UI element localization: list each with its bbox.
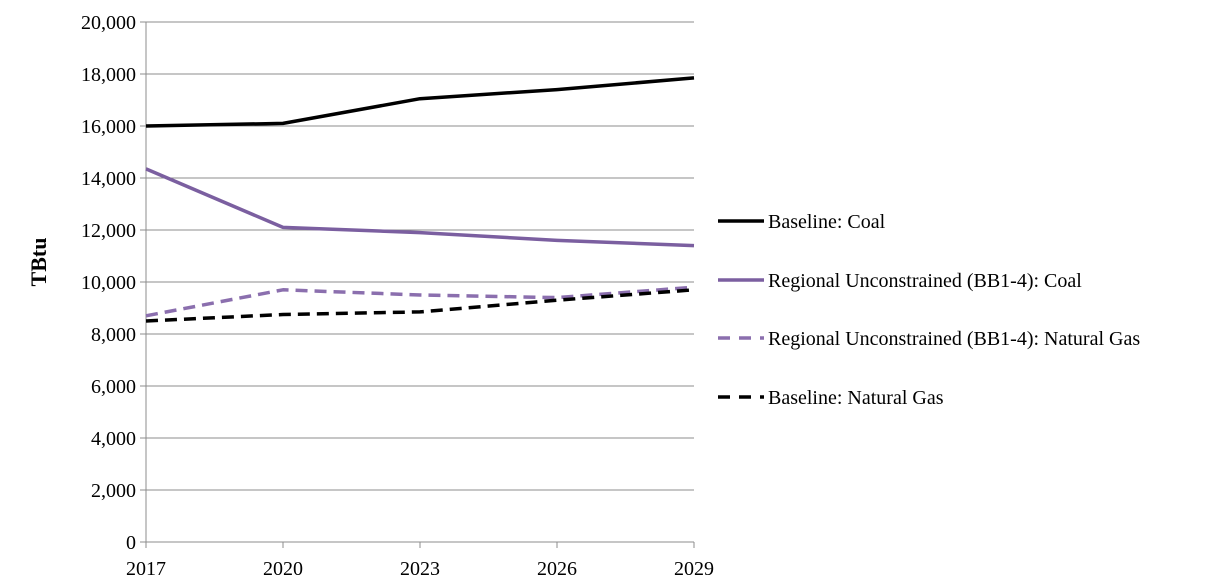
y-axis-title: TBtu <box>26 238 51 287</box>
legend-label: Regional Unconstrained (BB1-4): Coal <box>768 270 1082 292</box>
y-tick-label: 6,000 <box>91 376 136 398</box>
gridlines <box>146 21 694 491</box>
y-tick-label: 16,000 <box>81 116 136 138</box>
legend-item: Baseline: Natural Gas <box>718 387 944 409</box>
x-tick-labels: 2017 2020 2023 2026 2029 <box>126 558 714 580</box>
series-line-3 <box>145 285 695 318</box>
y-tick-label: 18,000 <box>81 64 136 86</box>
legend: Baseline: Coal Regional Unconstrained (BB… <box>718 211 1140 409</box>
y-tick-label: 8,000 <box>91 324 136 346</box>
series-line-2 <box>145 167 695 248</box>
y-tick-label: 0 <box>126 532 136 554</box>
legend-item: Baseline: Coal <box>718 211 886 233</box>
y-tick-label: 14,000 <box>81 168 136 190</box>
y-tick-label: 20,000 <box>81 12 136 34</box>
series-lines <box>145 76 695 323</box>
legend-label: Baseline: Natural Gas <box>768 387 944 409</box>
y-tick-label: 2,000 <box>91 480 136 502</box>
axes <box>140 21 695 548</box>
y-tick-label: 12,000 <box>81 220 136 242</box>
legend-label: Regional Unconstrained (BB1-4): Natural … <box>768 328 1140 350</box>
legend-item: Regional Unconstrained (BB1-4): Natural … <box>718 328 1140 350</box>
x-tick-label: 2026 <box>537 558 577 580</box>
x-tick-label: 2020 <box>263 558 303 580</box>
x-tick-label: 2029 <box>674 558 714 580</box>
y-tick-label: 4,000 <box>91 428 136 450</box>
series-line-4 <box>145 288 695 323</box>
series-line-1 <box>145 76 695 128</box>
legend-label: Baseline: Coal <box>768 211 886 233</box>
x-tick-label: 2017 <box>126 558 166 580</box>
y-tick-label: 10,000 <box>81 272 136 294</box>
y-tick-labels: 0 2,000 4,000 6,000 8,000 10,000 12,000 14,000 1… <box>81 12 136 554</box>
legend-item: Regional Unconstrained (BB1-4): Coal <box>718 270 1082 292</box>
x-tick-label: 2023 <box>400 558 440 580</box>
